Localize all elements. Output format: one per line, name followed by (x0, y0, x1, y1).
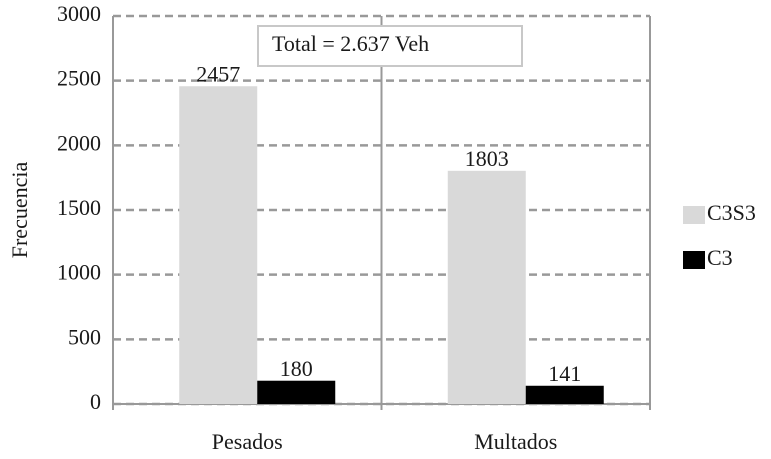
y-tick-label: 0 (90, 389, 101, 414)
bar (447, 170, 526, 404)
legend-swatch (683, 251, 705, 269)
y-tick-label: 500 (68, 324, 101, 349)
y-axis-label: Frecuencia (7, 162, 32, 259)
y-tick-label: 2500 (57, 66, 101, 91)
data-label: 141 (548, 361, 581, 386)
y-tick-label: 2000 (57, 130, 101, 155)
data-label: 180 (280, 356, 313, 381)
data-label: 2457 (196, 61, 240, 86)
legend-swatch (683, 206, 705, 224)
legend-label: C3 (707, 245, 733, 270)
bar (179, 86, 258, 404)
bar (257, 380, 336, 404)
y-tick-label: 1500 (57, 195, 101, 220)
y-tick-label: 3000 (57, 1, 101, 26)
legend-label: C3S3 (707, 200, 756, 225)
bar (525, 385, 604, 404)
annotation: Total = 2.637 Veh (272, 31, 429, 56)
x-tick-label: Pesados (212, 429, 283, 454)
y-tick-label: 1000 (57, 260, 101, 285)
annotation-box (257, 25, 523, 67)
x-tick-label: Multados (474, 429, 557, 454)
data-label: 1803 (465, 146, 509, 171)
